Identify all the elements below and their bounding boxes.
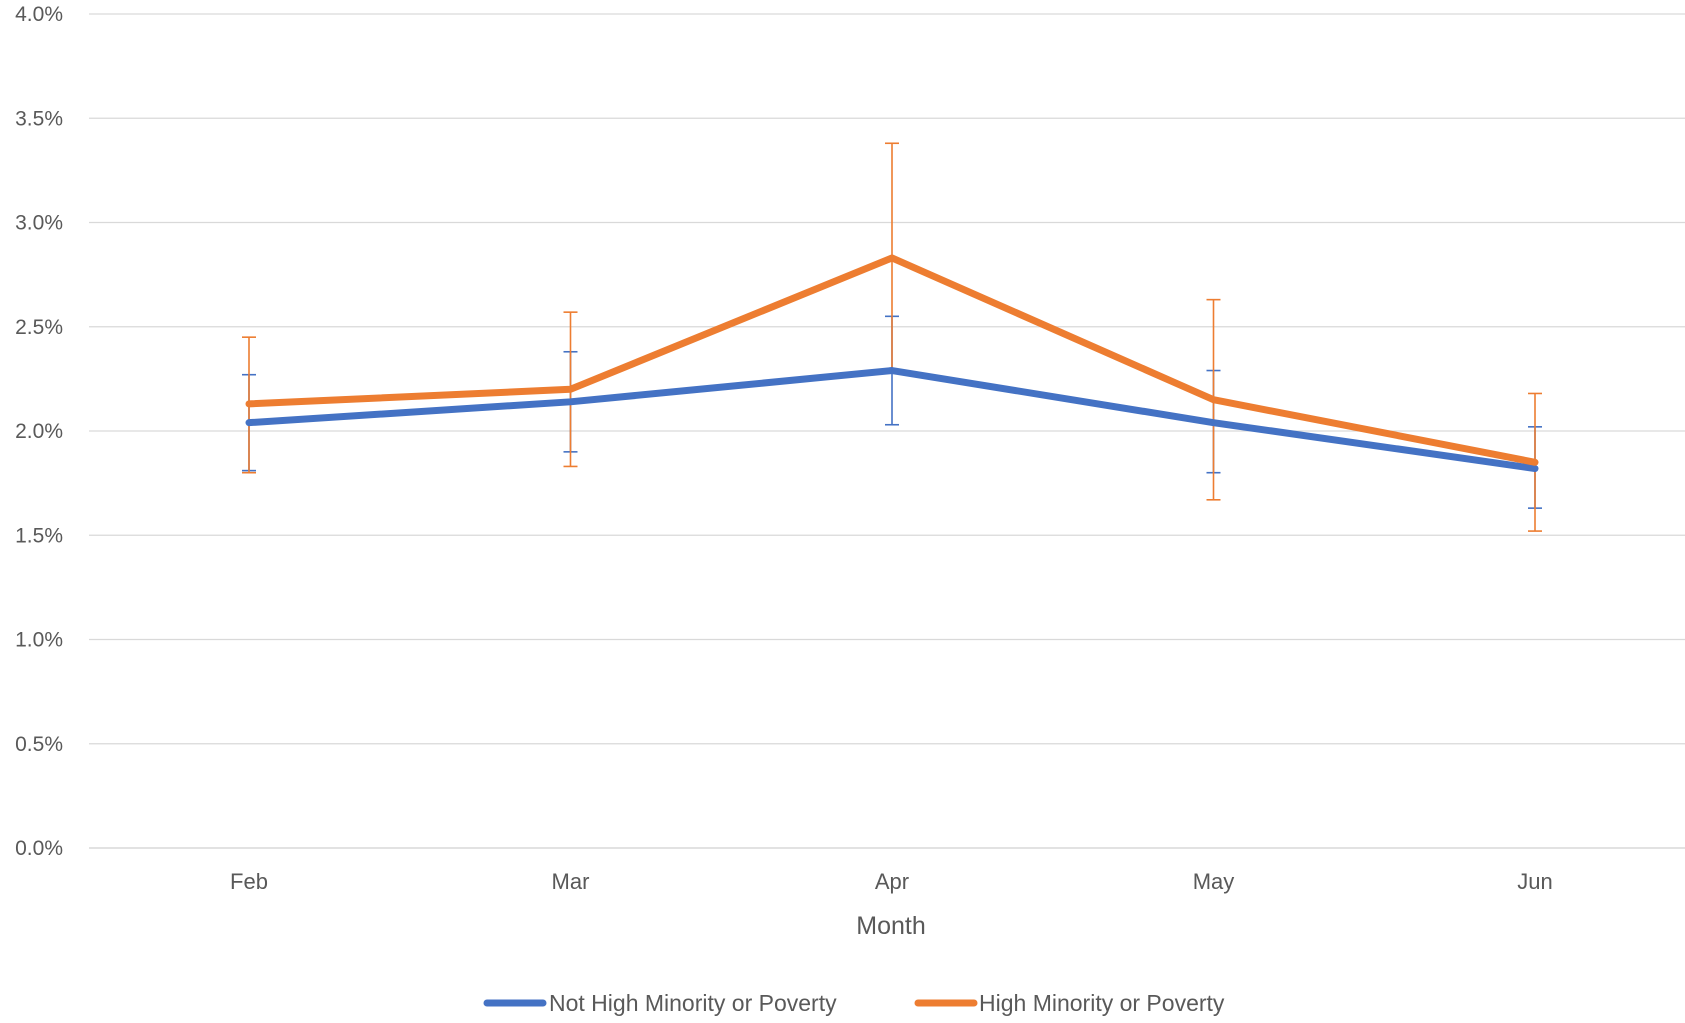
x-tick-label: May xyxy=(1193,869,1235,894)
y-tick-label: 4.0% xyxy=(15,3,63,26)
x-axis-title: Month xyxy=(856,912,925,940)
y-tick-label: 2.5% xyxy=(15,316,63,339)
y-tick-label: 0.0% xyxy=(15,837,63,860)
x-tick-label: Apr xyxy=(875,869,909,894)
x-tick-label: Jun xyxy=(1517,869,1552,894)
legend-label: High Minority or Poverty xyxy=(979,990,1225,1016)
legend: Not High Minority or Poverty High Minorit… xyxy=(483,990,1225,1016)
y-tick-label: 3.5% xyxy=(15,107,63,130)
y-tick-label: 1.0% xyxy=(15,629,63,652)
series-line xyxy=(245,367,1539,473)
series-lines xyxy=(245,254,1539,473)
x-axis-tick-labels: Feb Mar Apr May Jun xyxy=(230,869,1553,894)
gridlines xyxy=(89,13,1685,849)
legend-label: Not High Minority or Poverty xyxy=(549,990,837,1016)
y-tick-label: 0.5% xyxy=(15,733,63,756)
y-tick-label: 3.0% xyxy=(15,212,63,235)
x-tick-label: Mar xyxy=(552,869,590,894)
y-tick-label: 1.5% xyxy=(15,524,63,547)
series-line xyxy=(245,254,1539,466)
error-bars xyxy=(242,142,1542,532)
x-tick-label: Feb xyxy=(230,869,268,894)
y-axis-tick-labels: 0.0% 0.5% 1.0% 1.5% 2.0% 2.5% 3.0% 3.5% 4.0% xyxy=(15,3,63,860)
y-tick-label: 2.0% xyxy=(15,420,63,443)
